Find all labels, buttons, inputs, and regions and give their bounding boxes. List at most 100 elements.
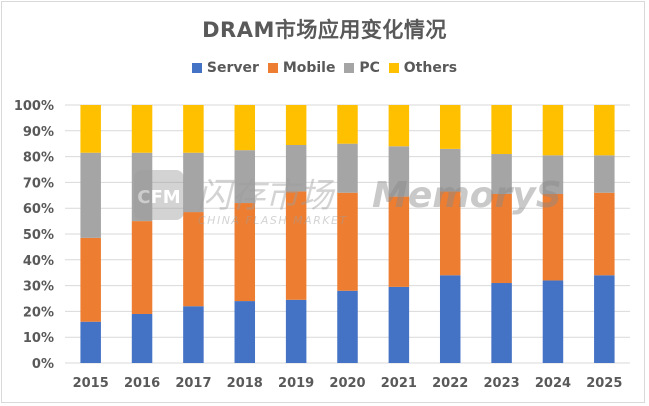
legend-swatch-others [388, 63, 399, 73]
bar-pc-2025[interactable] [594, 155, 615, 193]
bar-server-2018[interactable] [234, 301, 256, 363]
bar-others-2016[interactable] [131, 105, 153, 153]
bar-others-2019[interactable] [285, 105, 307, 145]
y-tick-label: 50% [23, 228, 54, 243]
chart-legend: Server Mobile PC Others [0, 60, 649, 77]
bar-others-2025[interactable] [594, 105, 615, 156]
bar-stack-2018 [234, 105, 256, 363]
watermark-brand-text: MemoryS [372, 175, 562, 216]
bar-others-2022[interactable] [439, 105, 461, 149]
legend-label-mobile: Mobile [282, 60, 336, 76]
watermark-logo-box [134, 170, 184, 220]
legend-label-others: Others [403, 60, 458, 76]
x-tick-label: 2023 [483, 376, 519, 391]
bar-pc-2024[interactable] [542, 155, 564, 195]
y-tick-label: 10% [23, 331, 54, 346]
bar-others-2023[interactable] [491, 105, 512, 155]
bar-pc-2020[interactable] [337, 143, 358, 193]
bar-server-2021[interactable] [388, 286, 410, 363]
bar-others-2024[interactable] [542, 105, 564, 156]
x-tick-label: 2018 [227, 376, 263, 391]
bar-pc-2018[interactable] [234, 150, 256, 204]
legend-item-others[interactable]: Others [388, 60, 458, 76]
y-axis-ticks: 0% 10% 20% 30% 40% 50% 60% 70% 80% 90% 100% [14, 99, 54, 372]
y-tick-label: 20% [23, 305, 54, 320]
x-tick-label: 2022 [432, 376, 468, 391]
bar-server-2017[interactable] [183, 306, 204, 363]
watermark-en-text: CHINA FLASH MARKET [198, 214, 348, 227]
legend-label-server: Server [206, 60, 259, 76]
bar-others-2017[interactable] [183, 105, 204, 153]
x-axis-ticks: 2015 2016 2017 2018 2019 2020 2021 2022 2023 2024… [73, 376, 623, 391]
bar-mobile-2015[interactable] [80, 237, 101, 322]
bar-server-2025[interactable] [594, 275, 615, 363]
bar-server-2022[interactable] [439, 275, 461, 363]
watermark-cn-text: 闪存市场 [197, 176, 336, 216]
bar-stack-2024 [542, 105, 564, 363]
x-tick-label: 2016 [124, 376, 160, 391]
bar-mobile-2016[interactable] [131, 221, 153, 314]
legend-swatch-server [191, 63, 202, 73]
bar-mobile-2023[interactable] [491, 194, 512, 284]
chart-title: DRAM市场应用变化情况 [202, 18, 447, 42]
bar-pc-2022[interactable] [439, 148, 461, 192]
y-tick-label: 100% [14, 99, 54, 114]
x-tick-label: 2017 [175, 376, 211, 391]
bar-others-2018[interactable] [234, 105, 256, 151]
bar-stack-2020 [337, 105, 358, 363]
bar-server-2015[interactable] [80, 321, 101, 363]
x-tick-label: 2025 [586, 376, 622, 391]
bar-stack-2021 [388, 105, 410, 363]
y-tick-label: 90% [23, 125, 54, 140]
bar-stack-2017 [183, 105, 204, 363]
bar-stack-2016 [131, 105, 153, 363]
legend-swatch-mobile [267, 63, 278, 73]
legend-item-mobile[interactable]: Mobile [267, 60, 336, 76]
bar-pc-2017[interactable] [183, 152, 204, 213]
bar-server-2016[interactable] [131, 313, 153, 363]
bar-stack-2015 [80, 105, 101, 363]
y-tick-label: 70% [23, 176, 54, 191]
bar-others-2015[interactable] [80, 105, 101, 153]
legend-label-pc: PC [359, 60, 380, 76]
bar-mobile-2022[interactable] [439, 191, 461, 276]
bar-mobile-2025[interactable] [594, 192, 615, 276]
x-tick-label: 2015 [73, 376, 109, 391]
bars [80, 105, 615, 363]
watermark: CFM 闪存市场 CHINA FLASH MARKET MemoryS [134, 170, 562, 227]
legend-item-pc[interactable]: PC [344, 60, 380, 76]
bar-pc-2019[interactable] [285, 144, 307, 192]
legend-item-server[interactable]: Server [191, 60, 259, 76]
bar-pc-2015[interactable] [80, 152, 101, 238]
bar-server-2019[interactable] [285, 299, 307, 363]
x-tick-label: 2024 [535, 376, 571, 391]
bar-others-2020[interactable] [337, 105, 358, 144]
y-tick-label: 40% [23, 254, 54, 269]
x-tick-label: 2020 [329, 376, 365, 391]
bar-mobile-2020[interactable] [337, 192, 358, 291]
bar-server-2023[interactable] [491, 283, 512, 363]
y-tick-label: 60% [23, 202, 54, 217]
y-tick-label: 0% [32, 357, 54, 372]
legend-swatch-pc [344, 63, 355, 73]
bar-pc-2023[interactable] [491, 154, 512, 195]
bar-mobile-2024[interactable] [542, 194, 564, 281]
bar-mobile-2018[interactable] [234, 203, 256, 302]
bar-stack-2023 [491, 105, 512, 363]
bar-server-2020[interactable] [337, 290, 358, 363]
bar-pc-2016[interactable] [131, 152, 153, 222]
x-tick-label: 2019 [278, 376, 314, 391]
bar-mobile-2019[interactable] [285, 191, 307, 300]
watermark-logo-text: CFM [137, 187, 180, 208]
y-tick-label: 30% [23, 280, 54, 295]
bar-server-2024[interactable] [542, 280, 564, 363]
x-tick-label: 2021 [381, 376, 417, 391]
bar-stack-2022 [439, 105, 461, 363]
bar-mobile-2021[interactable] [388, 196, 410, 287]
bar-stack-2019 [285, 105, 307, 363]
bar-others-2021[interactable] [388, 105, 410, 147]
bar-pc-2021[interactable] [388, 146, 410, 197]
bar-mobile-2017[interactable] [183, 212, 204, 307]
